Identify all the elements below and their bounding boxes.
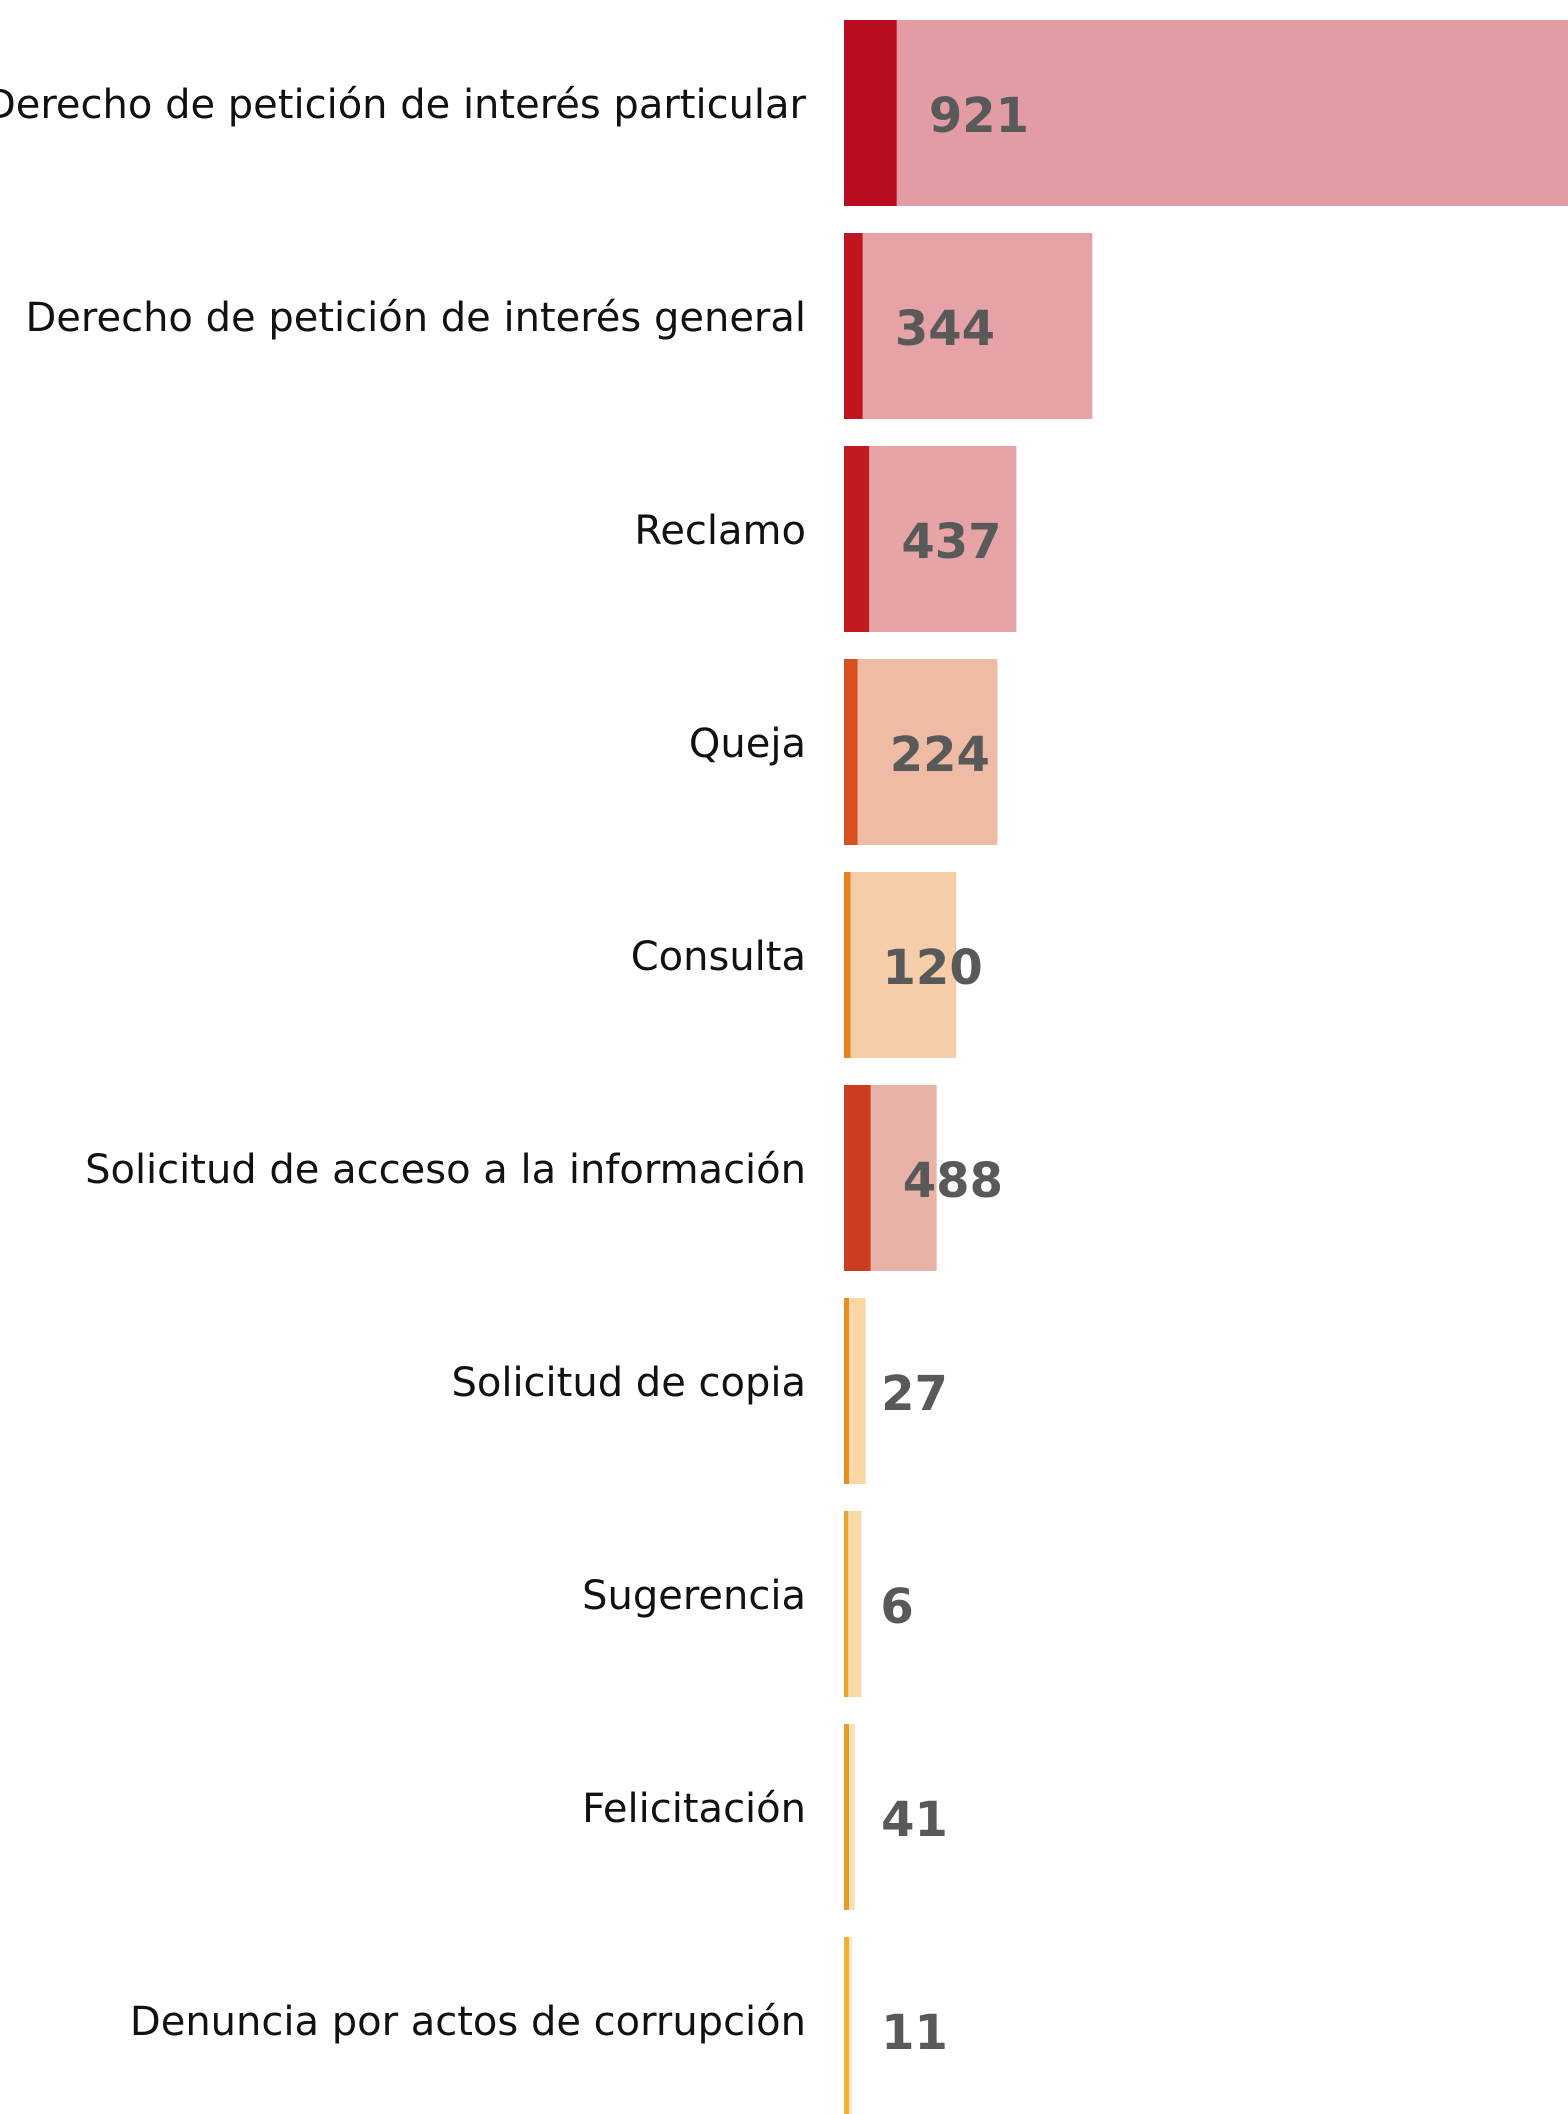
value-label: 437: [901, 514, 1001, 570]
category-label: Sugerencia: [582, 1573, 806, 1619]
bar-segment: [849, 1298, 866, 1484]
bar-segment: [844, 1937, 850, 2114]
bar-segment: [844, 659, 858, 845]
category-label: Reclamo: [634, 508, 806, 554]
category-label: Consulta: [631, 934, 806, 980]
bar-segment: [849, 1937, 852, 2114]
bar-segment: [844, 20, 897, 206]
value-label: 921: [929, 88, 1029, 144]
bar-segment: [850, 872, 957, 1058]
category-label: Queja: [689, 721, 806, 767]
bar-segment: [844, 233, 863, 419]
bar-segment: [862, 233, 1093, 419]
category-label: Solicitud de acceso a la información: [85, 1147, 806, 1193]
value-label: 120: [883, 940, 983, 996]
bar-segment: [844, 1724, 850, 1910]
value-label: 344: [895, 301, 995, 357]
value-label: 488: [903, 1153, 1003, 1209]
bar-segment: [844, 1511, 849, 1697]
value-label: 41: [881, 1792, 948, 1848]
value-label: 11: [881, 2005, 948, 2061]
bar-segment: [844, 1085, 871, 1271]
bar-segment: [849, 1724, 855, 1910]
bar-segment: [848, 1511, 862, 1697]
bar-segment: [844, 872, 851, 1058]
bar-segment: [869, 446, 1017, 632]
category-label: Derecho de petición de interés particula…: [0, 82, 807, 128]
category-label: Felicitación: [582, 1786, 806, 1832]
category-label: Solicitud de copia: [451, 1360, 806, 1406]
bar-segment: [870, 1085, 937, 1271]
bar-segment: [857, 659, 998, 845]
category-label: Derecho de petición de interés general: [25, 295, 806, 341]
value-label: 224: [890, 727, 990, 783]
bar-segment: [844, 446, 870, 632]
bar-segment: [896, 20, 1568, 206]
value-label: 27: [881, 1366, 948, 1422]
category-label: Denuncia por actos de corrupción: [130, 1999, 806, 2045]
value-label: 6: [880, 1579, 913, 1635]
bar-segment: [844, 1298, 850, 1484]
